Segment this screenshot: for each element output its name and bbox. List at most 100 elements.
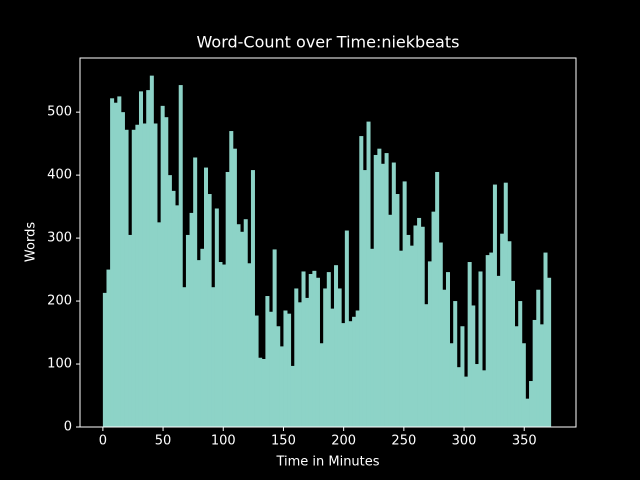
bar xyxy=(399,250,404,427)
bar xyxy=(214,208,219,427)
bar xyxy=(218,262,223,427)
bar xyxy=(315,277,320,427)
bar xyxy=(424,304,429,427)
bar xyxy=(200,248,205,427)
bar xyxy=(113,102,118,427)
bar xyxy=(283,310,288,427)
bar xyxy=(240,231,245,427)
bar xyxy=(431,211,436,427)
bar xyxy=(222,264,227,427)
bar xyxy=(427,261,432,427)
bar xyxy=(334,265,339,427)
bar xyxy=(319,343,324,427)
bar xyxy=(521,343,526,427)
bar xyxy=(438,242,443,427)
bar xyxy=(460,326,465,427)
bar xyxy=(341,323,346,427)
bar xyxy=(355,310,360,427)
bar xyxy=(391,162,396,428)
bar xyxy=(395,194,400,427)
bar xyxy=(456,367,461,427)
bar xyxy=(312,270,317,427)
bar xyxy=(250,170,255,427)
x-tick-label: 0 xyxy=(99,434,107,449)
bar xyxy=(471,305,476,427)
bar xyxy=(496,275,501,427)
bar xyxy=(193,157,198,428)
bar xyxy=(225,171,230,427)
bar xyxy=(442,289,447,427)
bar xyxy=(294,288,299,427)
bar xyxy=(232,148,237,427)
bar xyxy=(478,271,483,427)
bar xyxy=(323,288,328,427)
bar xyxy=(160,105,165,427)
bar xyxy=(301,271,306,427)
bar xyxy=(529,381,534,427)
x-tick-label: 300 xyxy=(452,434,477,449)
bar xyxy=(117,96,122,428)
bar xyxy=(164,117,169,427)
bar xyxy=(525,398,530,427)
bar xyxy=(359,136,364,427)
bar xyxy=(175,205,180,427)
bar xyxy=(207,194,212,427)
x-tick-label: 100 xyxy=(211,434,236,449)
bar xyxy=(204,167,209,427)
bar xyxy=(272,249,277,427)
bar xyxy=(445,272,450,427)
bar xyxy=(106,269,111,427)
x-tick-label: 50 xyxy=(155,434,172,449)
bar xyxy=(489,252,494,427)
bar xyxy=(138,91,144,427)
bar xyxy=(211,287,216,427)
bar xyxy=(236,224,241,427)
bar xyxy=(362,170,367,427)
bar xyxy=(388,214,393,427)
bar xyxy=(514,326,519,427)
bar xyxy=(413,225,418,427)
bar xyxy=(373,154,378,427)
bar xyxy=(344,230,349,427)
bar xyxy=(370,248,375,427)
x-tick-label: 200 xyxy=(331,434,356,449)
bar xyxy=(352,316,357,427)
bar xyxy=(532,319,537,427)
bar xyxy=(435,171,440,427)
bar xyxy=(269,311,274,427)
y-tick-label: 500 xyxy=(47,105,72,120)
bar xyxy=(261,358,266,427)
bar xyxy=(377,148,382,427)
bar xyxy=(305,297,310,427)
bar xyxy=(348,321,353,427)
bar xyxy=(157,222,162,427)
y-tick-label: 400 xyxy=(47,168,72,183)
bar xyxy=(265,296,270,427)
bar xyxy=(384,153,389,427)
bar xyxy=(467,262,472,427)
bar xyxy=(131,129,136,428)
bar xyxy=(279,346,284,427)
bar xyxy=(153,123,158,428)
bar xyxy=(402,181,407,427)
bar xyxy=(196,260,201,427)
bar xyxy=(547,277,552,427)
y-axis-label: Words xyxy=(24,222,39,262)
bar xyxy=(500,233,505,427)
bar xyxy=(135,124,140,427)
bar xyxy=(326,272,331,427)
bar xyxy=(539,324,544,427)
bar xyxy=(102,292,107,427)
bar xyxy=(149,75,154,427)
bar xyxy=(167,175,172,427)
x-tick-label: 150 xyxy=(271,434,296,449)
bar xyxy=(185,234,190,427)
bar xyxy=(503,182,508,427)
bar xyxy=(417,217,422,427)
bar xyxy=(330,308,335,427)
y-tick-label: 300 xyxy=(47,231,72,246)
plot-area xyxy=(102,75,552,428)
bar xyxy=(536,289,541,427)
bar xyxy=(243,219,248,427)
